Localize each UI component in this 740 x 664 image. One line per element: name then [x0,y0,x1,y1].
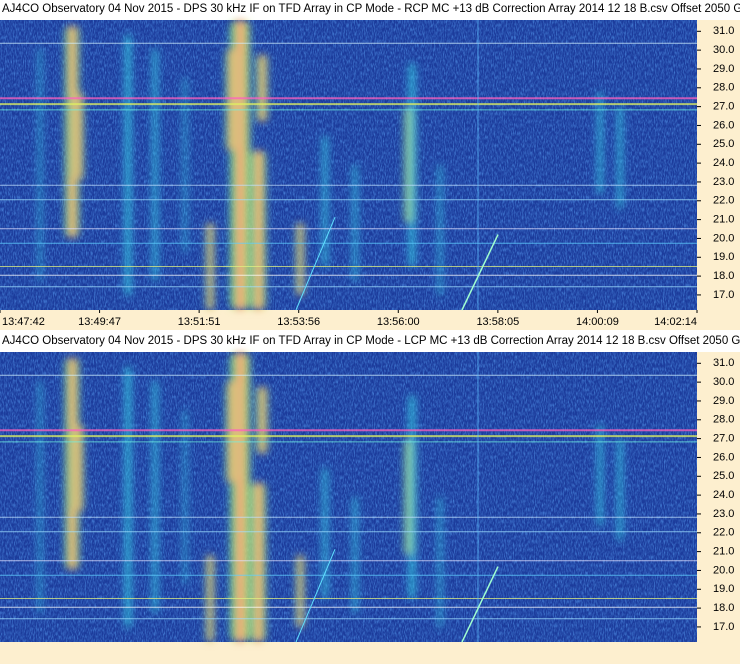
y-tick-label: 22.0 [713,195,734,207]
spectrogram-feature [407,63,417,267]
spectrogram-feature [351,165,359,281]
spectrogram-feature [351,497,359,613]
y-tick-label: 27.0 [713,433,734,445]
y-axis-strip [697,20,740,310]
y-tick-label: 22.0 [713,527,734,539]
x-tick-label: 13:53:56 [277,316,320,328]
spectrogram-features [37,20,624,310]
spectrogram-feature [321,136,329,267]
y-tick-label: 28.0 [713,414,734,426]
spectrogram-feature [151,381,159,613]
y-tick-label: 23.0 [713,176,734,188]
spectrogram-feature [182,78,188,252]
y-tick-label: 19.0 [713,583,734,595]
y-tick-label: 20.0 [713,564,734,576]
y-tick-label: 29.0 [713,395,734,407]
y-tick-label: 24.0 [713,489,734,501]
y-tick-label: 18.0 [713,270,734,282]
panel: AJ4CO Observatory 04 Nov 2015 - DPS 30 k… [0,335,740,643]
spectrogram-noise [0,352,697,642]
spectrogram-feature [255,386,269,454]
y-tick-label: 30.0 [713,44,734,56]
y-tick-label: 30.0 [713,376,734,388]
panel-title: AJ4CO Observatory 04 Nov 2015 - DPS 30 k… [2,335,740,347]
spectrogram-feature [295,223,305,296]
spectrogram-feature [596,424,604,526]
spectrogram-noise [0,20,697,310]
spectrogram-feature [616,439,624,541]
y-tick-label: 23.0 [713,508,734,520]
spectrogram-feature [407,395,417,599]
y-tick-label: 26.0 [713,451,734,463]
spectrogram-feature [71,424,85,512]
sweep-line [295,217,336,311]
panel-title: AJ4CO Observatory 04 Nov 2015 - DPS 30 k… [2,3,740,15]
y-tick-label: 25.0 [713,470,734,482]
y-tick-label: 18.0 [713,602,734,614]
y-tick-label: 28.0 [713,82,734,94]
spectrogram-feature [182,410,188,584]
sweep-line [295,549,336,643]
panels: AJ4CO Observatory 04 Nov 2015 - DPS 30 k… [0,3,740,643]
x-tick-label: 13:56:00 [377,316,420,328]
y-axis-strip [697,352,740,642]
sweep-line [461,234,499,311]
spectrogram-feature [321,468,329,599]
x-tick-label: 14:02:14 [654,316,697,328]
x-tick-label: 14:00:09 [576,316,619,328]
x-tick-label: 13:58:05 [476,316,519,328]
spectrogram-feature [71,92,85,180]
x-axis-strip [0,642,740,664]
spectrogram-feature [255,54,269,122]
y-tick-label: 20.0 [713,232,734,244]
spectrogram-feature [151,49,159,281]
y-tick-label: 24.0 [713,157,734,169]
spectrogram-feature [437,497,443,628]
spectrogram-feature [224,381,240,483]
x-tick-label: 13:49:47 [78,316,121,328]
spectrogram-feature [616,107,624,209]
x-tick-label: 13:47:42 [2,316,45,328]
spectrogram-feature [248,150,268,310]
y-tick-label: 29.0 [713,63,734,75]
spectrogram-feature [123,366,133,628]
spectrogram-feature [224,49,240,151]
y-tick-label: 21.0 [713,214,734,226]
spectrogram-feature [437,165,443,296]
x-tick-label: 13:51:51 [178,316,221,328]
y-tick-label: 21.0 [713,546,734,558]
spectrogram-feature [248,482,268,642]
y-tick-label: 17.0 [713,289,734,301]
x-axis-strip [0,310,740,330]
spectrogram-feature [37,49,43,281]
sweep-line [461,566,499,643]
y-tick-label: 19.0 [713,251,734,263]
y-tick-label: 25.0 [713,138,734,150]
y-tick-label: 31.0 [713,25,734,37]
spectrogram-feature [295,555,305,628]
y-tick-label: 31.0 [713,357,734,369]
panel: AJ4CO Observatory 04 Nov 2015 - DPS 30 k… [0,3,740,328]
spectrogram-feature [37,381,43,613]
y-tick-label: 17.0 [713,621,734,633]
y-tick-label: 27.0 [713,101,734,113]
spectrogram-feature [123,34,133,296]
y-tick-label: 26.0 [713,119,734,131]
spectrogram-feature [596,92,604,194]
